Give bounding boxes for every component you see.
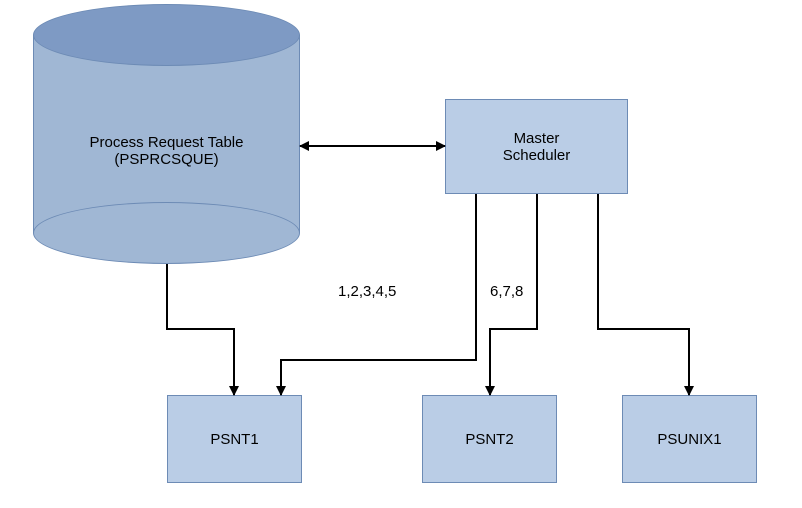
label-line1: Process Request Table <box>90 134 244 151</box>
diagram-canvas: Process Request Table (PSPRCSQUE) Master… <box>0 0 802 508</box>
label-line2: (PSPRCSQUE) <box>114 151 218 168</box>
node-label: PSNT1 <box>210 431 258 448</box>
edge-cyl-psnt1 <box>167 264 234 395</box>
node-psunix1: PSUNIX1 <box>622 395 757 483</box>
label-line1: Master <box>514 130 560 147</box>
node-psnt2: PSNT2 <box>422 395 557 483</box>
edge-label-12345: 1,2,3,4,5 <box>338 283 396 300</box>
node-label: Master Scheduler <box>503 130 571 164</box>
edge-label-678: 6,7,8 <box>490 283 523 300</box>
node-label: PSNT2 <box>465 431 513 448</box>
node-label: PSUNIX1 <box>657 431 721 448</box>
node-process-request-table: Process Request Table (PSPRCSQUE) <box>33 4 300 264</box>
node-psnt1: PSNT1 <box>167 395 302 483</box>
node-master-scheduler: Master Scheduler <box>445 99 628 194</box>
edge-master-psunix1 <box>598 194 689 395</box>
node-label: Process Request Table (PSPRCSQUE) <box>33 134 300 168</box>
label-line2: Scheduler <box>503 147 571 164</box>
